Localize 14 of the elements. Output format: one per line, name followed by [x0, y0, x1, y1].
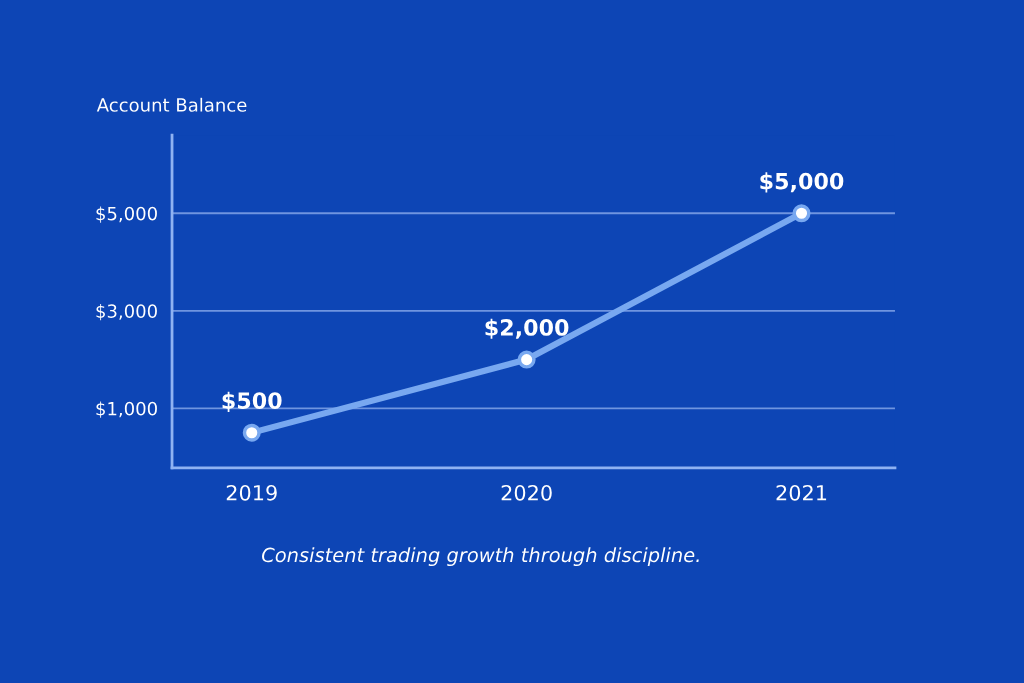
point — [517, 350, 536, 369]
x-tick-label: 2019 — [226, 484, 277, 501]
data-label: $5,000 — [760, 172, 844, 193]
data-label: $2,000 — [485, 318, 569, 339]
data-label: $500 — [222, 391, 282, 412]
text: Consistent trading growth through discipline. — [262, 547, 699, 567]
x-tick-label: 2021 — [776, 484, 827, 501]
y-tick-label: $3,000 — [96, 303, 157, 321]
point — [242, 423, 261, 442]
point — [792, 204, 811, 223]
x-tick-label: 2020 — [501, 484, 552, 501]
y-tick-label: $1,000 — [96, 401, 157, 418]
y-tick-label: $5,000 — [96, 206, 157, 223]
y-axis-title: Account Balance — [96, 97, 247, 112]
